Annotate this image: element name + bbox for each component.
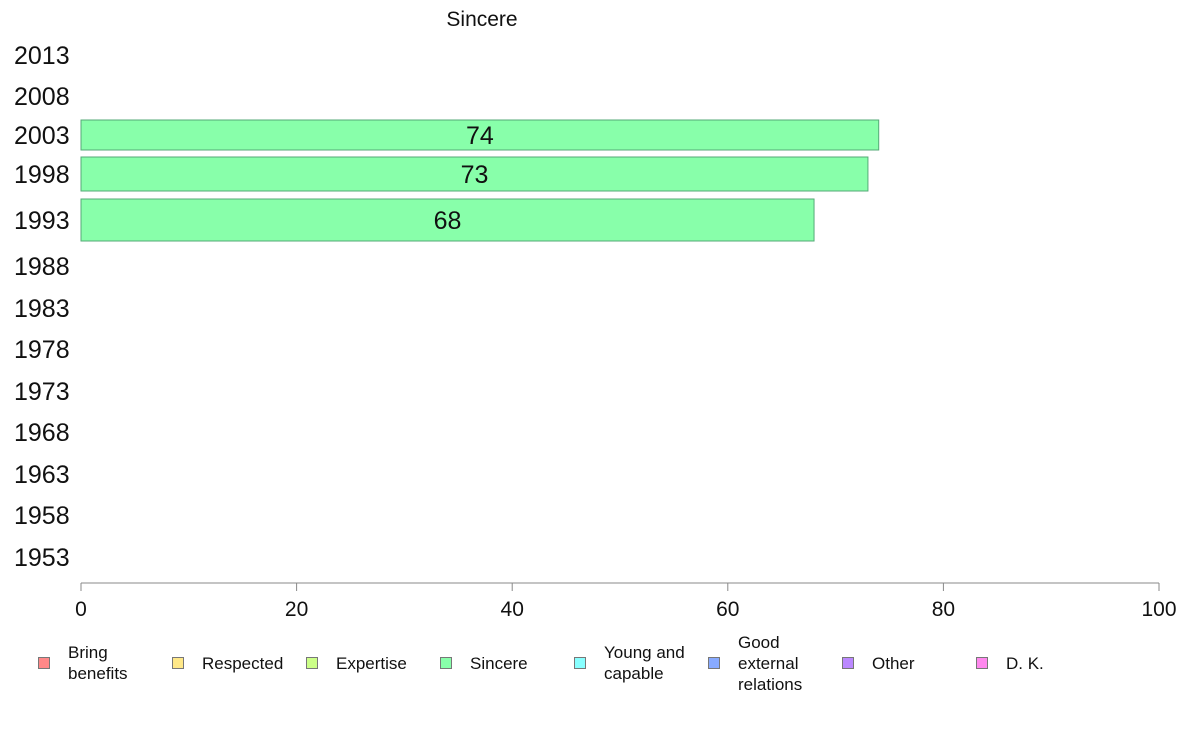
bars-group: 74 73 68	[80, 119, 880, 242]
legend-label: D. K.	[1006, 653, 1044, 673]
bar	[80, 198, 815, 242]
y-tick-label: 1953	[14, 544, 70, 572]
legend-swatch	[976, 657, 988, 669]
bar	[80, 119, 880, 151]
legend-label: Good external relations	[738, 632, 803, 694]
legend-swatch	[440, 657, 452, 669]
y-tick-label: 1988	[14, 253, 70, 281]
x-tick-label: 0	[75, 598, 87, 621]
legend-swatch	[708, 657, 720, 669]
y-tick-label: 1968	[14, 419, 70, 447]
x-tick-label: 60	[716, 598, 739, 621]
bar-value-label: 73	[461, 161, 489, 189]
y-tick-label: 2003	[14, 122, 70, 150]
legend-item: Sincere	[440, 628, 528, 698]
legend-swatch	[172, 657, 184, 669]
y-tick-label: 1998	[14, 161, 70, 189]
legend-item: D. K.	[976, 628, 1044, 698]
legend-label: Respected	[202, 653, 284, 673]
x-axis: 0 20 40 60 80 100	[75, 582, 1177, 621]
legend: Bring benefits Respected Expertise Sincere Y…	[0, 628, 1188, 698]
legend-item: Bring benefits	[38, 628, 128, 698]
legend-item: Other	[842, 628, 915, 698]
y-tick-label: 1958	[14, 502, 70, 530]
legend-item: Good external relations	[708, 628, 802, 698]
legend-item: Young and capable	[574, 628, 685, 698]
y-tick-label: 1978	[14, 336, 70, 364]
bar-value-label: 68	[434, 207, 462, 235]
x-tick-label: 40	[501, 598, 524, 621]
y-tick-label: 1983	[14, 295, 70, 323]
x-tick-label: 100	[1141, 598, 1176, 621]
y-tick-label: 1993	[14, 207, 70, 235]
legend-label: Expertise	[336, 653, 407, 673]
legend-item: Expertise	[306, 628, 407, 698]
legend-swatch	[842, 657, 854, 669]
x-tick-label: 20	[285, 598, 308, 621]
y-tick-labels: 2013 2008 2003 1998 1993 1988 1983 1978 1973 1968…	[14, 42, 70, 572]
legend-item: Respected	[172, 628, 283, 698]
legend-swatch	[38, 657, 50, 669]
y-tick-label: 1973	[14, 378, 70, 406]
legend-label: Sincere	[470, 653, 528, 673]
chart-title: Sincere	[446, 8, 517, 31]
legend-swatch	[574, 657, 586, 669]
legend-label: Young and capable	[604, 643, 685, 683]
bar-value-label: 74	[466, 122, 494, 150]
bar	[80, 156, 869, 192]
y-tick-label: 2013	[14, 42, 70, 70]
y-tick-label: 2008	[14, 83, 70, 111]
legend-label: Other	[872, 653, 915, 673]
y-tick-label: 1963	[14, 461, 70, 489]
x-tick-label: 80	[932, 598, 955, 621]
legend-swatch	[306, 657, 318, 669]
legend-label: Bring benefits	[68, 643, 128, 683]
